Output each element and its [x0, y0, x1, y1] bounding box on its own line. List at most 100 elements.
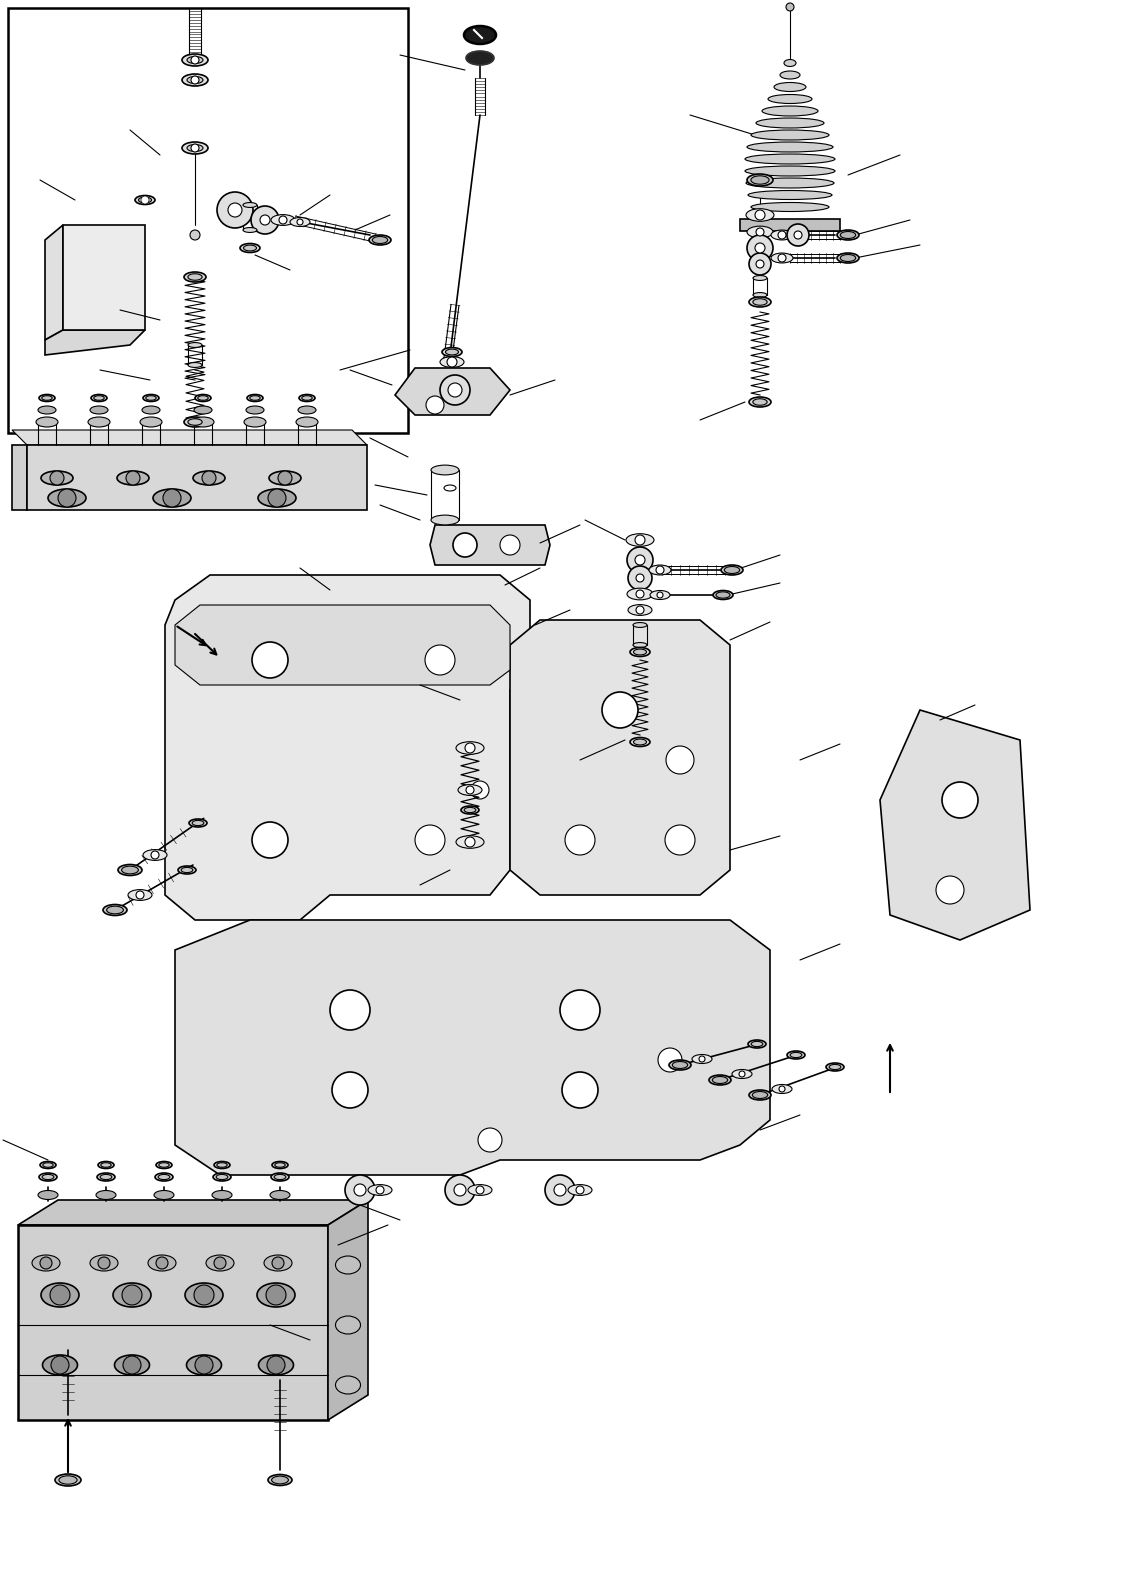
- Ellipse shape: [748, 1040, 766, 1048]
- Ellipse shape: [185, 1282, 223, 1306]
- Circle shape: [787, 225, 809, 245]
- Circle shape: [267, 1356, 285, 1375]
- Circle shape: [123, 1356, 141, 1375]
- Ellipse shape: [442, 347, 462, 357]
- Ellipse shape: [837, 253, 859, 263]
- Ellipse shape: [468, 1185, 493, 1195]
- Circle shape: [151, 851, 159, 859]
- Ellipse shape: [709, 1075, 732, 1085]
- Ellipse shape: [272, 1477, 288, 1483]
- Circle shape: [228, 202, 242, 217]
- Circle shape: [332, 1072, 368, 1109]
- Ellipse shape: [140, 417, 162, 427]
- Ellipse shape: [458, 785, 482, 795]
- Ellipse shape: [772, 1085, 792, 1093]
- Circle shape: [755, 244, 765, 253]
- Ellipse shape: [246, 406, 264, 414]
- Circle shape: [217, 193, 252, 228]
- Ellipse shape: [840, 255, 856, 261]
- Circle shape: [195, 1356, 213, 1375]
- Ellipse shape: [107, 906, 123, 914]
- Circle shape: [936, 876, 964, 903]
- Ellipse shape: [36, 417, 58, 427]
- Ellipse shape: [747, 174, 773, 186]
- Circle shape: [330, 989, 370, 1031]
- Ellipse shape: [368, 1185, 392, 1195]
- Polygon shape: [18, 1200, 368, 1225]
- Ellipse shape: [158, 1174, 169, 1179]
- Ellipse shape: [466, 51, 494, 65]
- Ellipse shape: [444, 484, 456, 491]
- Ellipse shape: [100, 1174, 112, 1179]
- Circle shape: [576, 1187, 583, 1195]
- Circle shape: [445, 1176, 475, 1204]
- Ellipse shape: [121, 867, 138, 875]
- Ellipse shape: [751, 131, 829, 140]
- Ellipse shape: [214, 1161, 230, 1169]
- Ellipse shape: [753, 276, 767, 280]
- Circle shape: [202, 472, 217, 484]
- Ellipse shape: [837, 229, 859, 241]
- Ellipse shape: [193, 472, 226, 484]
- Circle shape: [666, 746, 695, 774]
- Circle shape: [163, 489, 181, 507]
- Circle shape: [657, 1048, 682, 1072]
- Ellipse shape: [197, 395, 209, 400]
- Ellipse shape: [138, 198, 151, 202]
- Polygon shape: [175, 605, 511, 685]
- Ellipse shape: [154, 1190, 174, 1200]
- Circle shape: [603, 691, 638, 728]
- Ellipse shape: [217, 1174, 228, 1179]
- Ellipse shape: [774, 83, 806, 91]
- Circle shape: [98, 1257, 110, 1270]
- Ellipse shape: [732, 1069, 752, 1078]
- Ellipse shape: [753, 293, 767, 298]
- Ellipse shape: [725, 567, 739, 573]
- Ellipse shape: [58, 1475, 77, 1485]
- Ellipse shape: [187, 145, 203, 151]
- Ellipse shape: [756, 118, 824, 127]
- Polygon shape: [12, 430, 367, 444]
- Circle shape: [562, 1072, 598, 1109]
- Circle shape: [657, 593, 663, 597]
- Ellipse shape: [187, 274, 202, 280]
- Ellipse shape: [650, 591, 670, 599]
- Circle shape: [465, 742, 475, 753]
- Ellipse shape: [461, 806, 479, 814]
- Ellipse shape: [42, 1282, 79, 1306]
- Ellipse shape: [257, 1282, 295, 1306]
- Circle shape: [126, 472, 140, 484]
- Ellipse shape: [752, 1091, 767, 1099]
- Ellipse shape: [268, 1475, 292, 1486]
- Circle shape: [560, 989, 600, 1031]
- Circle shape: [191, 56, 199, 64]
- Ellipse shape: [369, 236, 390, 245]
- Circle shape: [453, 534, 477, 558]
- Polygon shape: [27, 444, 367, 510]
- Ellipse shape: [634, 648, 646, 655]
- Ellipse shape: [159, 1163, 169, 1168]
- Circle shape: [471, 781, 489, 800]
- Ellipse shape: [247, 395, 263, 401]
- Ellipse shape: [188, 819, 206, 827]
- Circle shape: [628, 566, 652, 589]
- Ellipse shape: [217, 1163, 227, 1168]
- Ellipse shape: [274, 1174, 286, 1179]
- Circle shape: [699, 1056, 705, 1063]
- Circle shape: [476, 1187, 484, 1195]
- Circle shape: [279, 217, 287, 225]
- Ellipse shape: [456, 742, 484, 755]
- Ellipse shape: [790, 1053, 802, 1058]
- Ellipse shape: [373, 236, 388, 244]
- Polygon shape: [880, 710, 1030, 940]
- Ellipse shape: [155, 1172, 173, 1180]
- Circle shape: [478, 1128, 502, 1152]
- Circle shape: [755, 210, 765, 220]
- Ellipse shape: [629, 647, 650, 656]
- Circle shape: [344, 1176, 375, 1204]
- Circle shape: [122, 1286, 142, 1305]
- Ellipse shape: [206, 1255, 234, 1271]
- Ellipse shape: [745, 166, 835, 175]
- Ellipse shape: [749, 296, 771, 307]
- Ellipse shape: [243, 202, 257, 207]
